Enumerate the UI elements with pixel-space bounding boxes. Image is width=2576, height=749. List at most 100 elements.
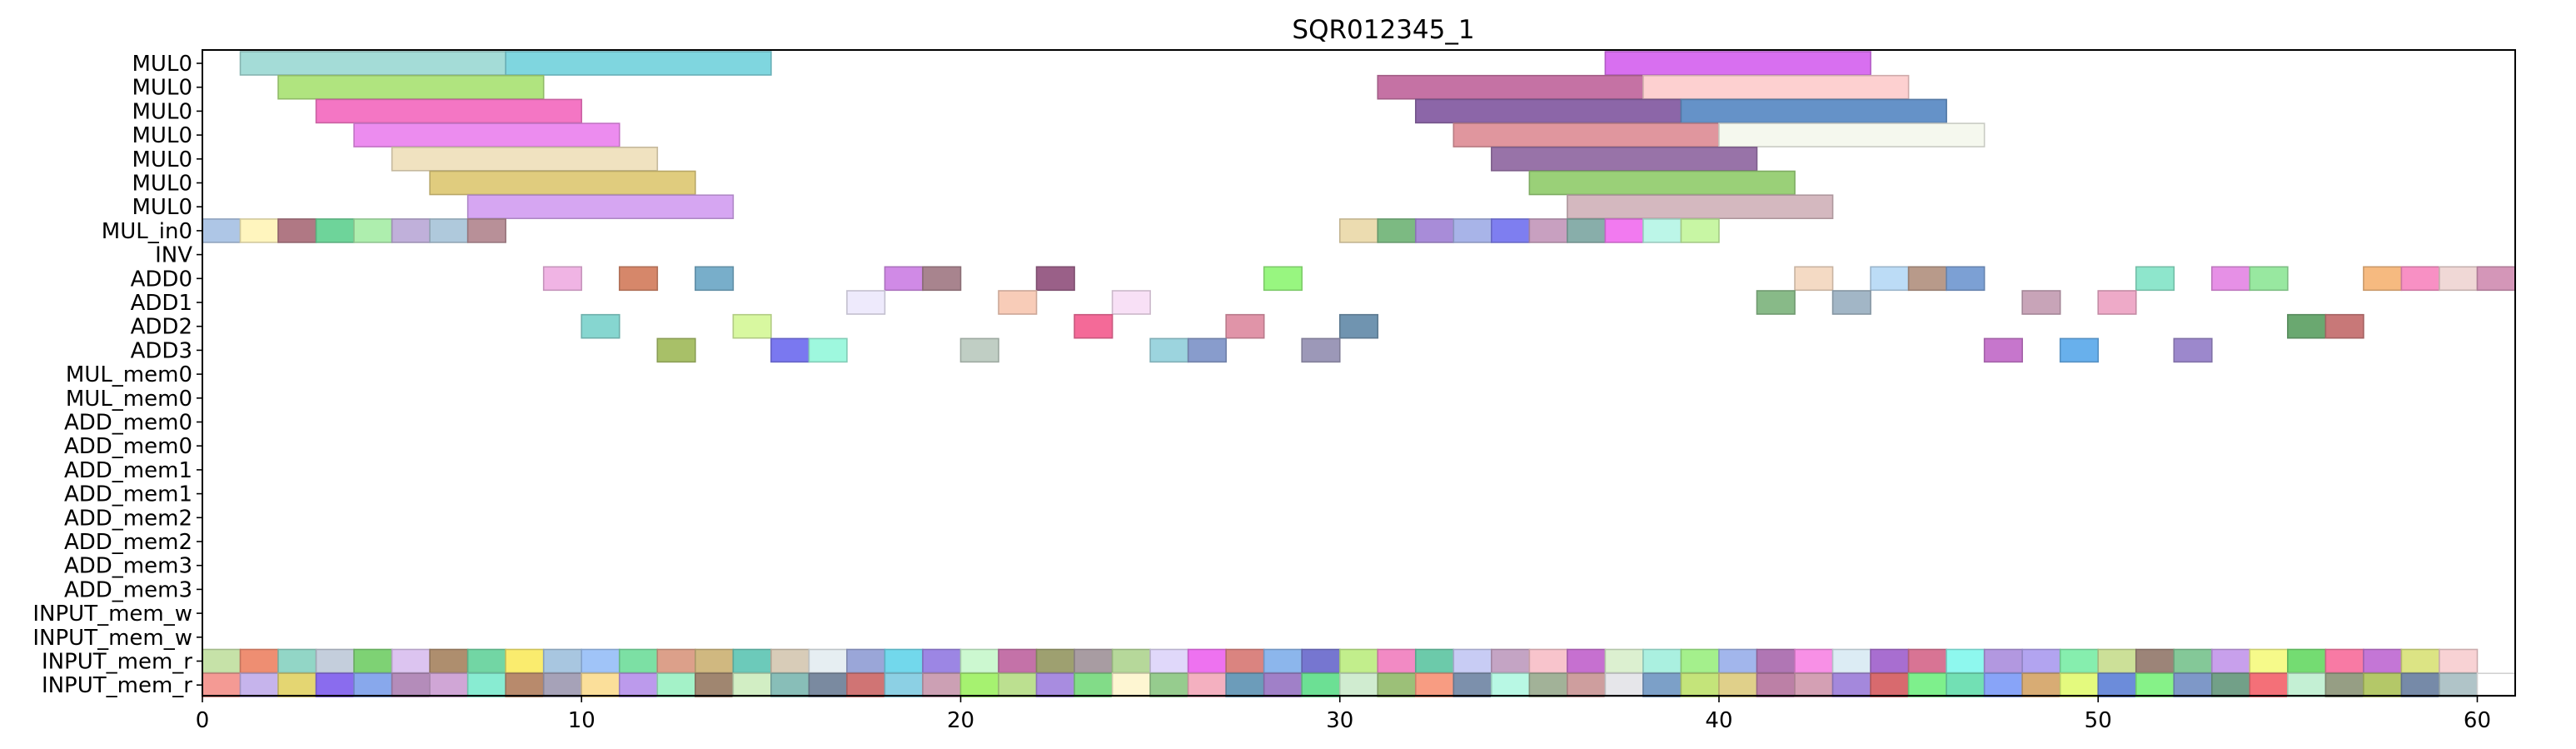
- gantt-bar-input-mem-r: [2059, 672, 2100, 698]
- gantt-bar-input-mem-r: [1718, 672, 1758, 698]
- gantt-bar: [1111, 290, 1151, 315]
- y-tick-label: ADD_mem3: [64, 577, 192, 602]
- gantt-bar-input-mem-r: [202, 648, 242, 674]
- gantt-bar: [315, 218, 355, 243]
- gantt-bar-input-mem-r: [2400, 648, 2440, 674]
- gantt-bar-input-mem-r: [1756, 648, 1796, 674]
- gantt-bar-input-mem-r: [1604, 648, 1644, 674]
- gantt-bar-input-mem-r: [618, 648, 659, 674]
- gantt-bar-input-mem-r: [2287, 648, 2327, 674]
- y-tick-label: ADD_mem2: [64, 530, 192, 555]
- gantt-bar-input-mem-r: [884, 648, 924, 674]
- x-tick-label: 10: [568, 708, 595, 733]
- gantt-bar-input-mem-r: [2059, 648, 2100, 674]
- gantt-bar: [770, 337, 810, 363]
- gantt-bar-input-mem-r: [846, 648, 886, 674]
- gantt-bar: [429, 218, 469, 243]
- bars-layer: [202, 51, 2516, 698]
- gantt-bar-input-mem-r: [2135, 648, 2175, 674]
- gantt-bar: [846, 290, 886, 315]
- gantt-bar-input-mem-r: [884, 672, 924, 698]
- gantt-bar: [1604, 51, 1871, 76]
- gantt-bar-input-mem-r: [1907, 672, 1947, 698]
- gantt-bar: [2249, 266, 2289, 292]
- gantt-bar-input-mem-r: [770, 672, 810, 698]
- x-tick-label: 0: [196, 708, 210, 733]
- x-tick-label: 60: [2464, 708, 2491, 733]
- gantt-bar: [202, 218, 242, 243]
- gantt-bar-input-mem-r: [353, 672, 393, 698]
- y-tick-label: ADD_mem1: [64, 458, 192, 483]
- gantt-bar-input-mem-r: [1604, 672, 1644, 698]
- gantt-bar: [1946, 266, 1986, 292]
- gantt-bar-input-mem-r: [922, 648, 962, 674]
- gantt-bar-input-mem-r: [1870, 648, 1910, 674]
- gantt-bar: [1377, 218, 1417, 243]
- gantt-bar: [1718, 122, 1986, 147]
- y-tick-label: ADD_mem0: [64, 434, 192, 459]
- gantt-bar: [580, 313, 620, 339]
- gantt-bar: [1149, 337, 1189, 363]
- y-tick-label: MUL0: [132, 147, 193, 172]
- gantt-bar: [239, 51, 506, 76]
- gantt-bar: [315, 98, 583, 124]
- gantt-bar: [1528, 170, 1796, 196]
- y-tick-label: ADD3: [131, 338, 192, 363]
- gantt-bar-input-mem-r: [466, 648, 506, 674]
- gantt-bar-input-mem-r: [2097, 648, 2137, 674]
- gantt-bar-input-mem-r: [1452, 648, 1492, 674]
- gantt-bar: [1567, 194, 1834, 219]
- gantt-bar: [618, 266, 659, 292]
- gantt-bar-input-mem-r: [391, 648, 431, 674]
- gantt-bar-input-mem-r: [808, 648, 848, 674]
- y-tick-label: INPUT_mem_w: [32, 602, 192, 627]
- gantt-bar: [505, 51, 772, 76]
- gantt-bar-input-mem-r: [239, 672, 279, 698]
- gantt-bar: [1831, 290, 1871, 315]
- gantt-bar-input-mem-r: [1074, 672, 1114, 698]
- gantt-bar-input-mem-r: [2363, 648, 2403, 674]
- gantt-bar-input-mem-r: [2021, 672, 2061, 698]
- gantt-bar: [1338, 313, 1379, 339]
- gantt-bar-input-mem-r: [808, 672, 848, 698]
- gantt-bar-input-mem-r: [656, 672, 696, 698]
- y-tick-label: INPUT_mem_r: [42, 673, 192, 698]
- gantt-bar-input-mem-r: [959, 672, 999, 698]
- gantt-bar-input-mem-r: [1111, 672, 1151, 698]
- gantt-bar-input-mem-r: [695, 672, 735, 698]
- gantt-bar: [1338, 218, 1379, 243]
- gantt-bar: [1187, 337, 1227, 363]
- gantt-bar: [2021, 290, 2061, 315]
- gantt-bar: [808, 337, 848, 363]
- x-tick-label: 20: [947, 708, 974, 733]
- gantt-bar: [922, 266, 962, 292]
- gantt-bar-input-mem-r: [2021, 648, 2061, 674]
- gantt-bar: [1642, 218, 1682, 243]
- gantt-bar: [1680, 98, 1947, 124]
- gantt-bar: [391, 147, 659, 172]
- gantt-bar: [884, 266, 924, 292]
- gantt-bar: [2400, 266, 2440, 292]
- gantt-bar-input-mem-r: [1301, 672, 1341, 698]
- gantt-bar-input-mem-r: [1567, 648, 1607, 674]
- gantt-bar: [239, 218, 279, 243]
- y-tick-label: ADD1: [131, 291, 192, 316]
- gantt-bar-input-mem-r: [1263, 648, 1303, 674]
- gantt-bar-input-mem-r: [618, 672, 659, 698]
- gantt-bar-input-mem-r: [2439, 672, 2479, 698]
- y-tick-label: ADD_mem0: [64, 411, 192, 436]
- gantt-bar: [1870, 266, 1910, 292]
- gantt-bar-input-mem-r: [1718, 648, 1758, 674]
- gantt-bar: [466, 194, 735, 219]
- y-tick-label: MUL0: [132, 99, 193, 124]
- gantt-bar: [277, 74, 545, 100]
- gantt-bar: [466, 218, 506, 243]
- gantt-bar: [353, 122, 620, 147]
- y-tick-label: MUL_mem0: [66, 362, 192, 387]
- gantt-bar: [1567, 218, 1607, 243]
- y-tick-label: MUL0: [132, 76, 193, 101]
- y-tick-label: INPUT_mem_r: [42, 650, 192, 675]
- gantt-bar-input-mem-r: [315, 672, 355, 698]
- gantt-bar-input-mem-r: [1983, 648, 2023, 674]
- gantt-bar-input-mem-r: [1528, 672, 1568, 698]
